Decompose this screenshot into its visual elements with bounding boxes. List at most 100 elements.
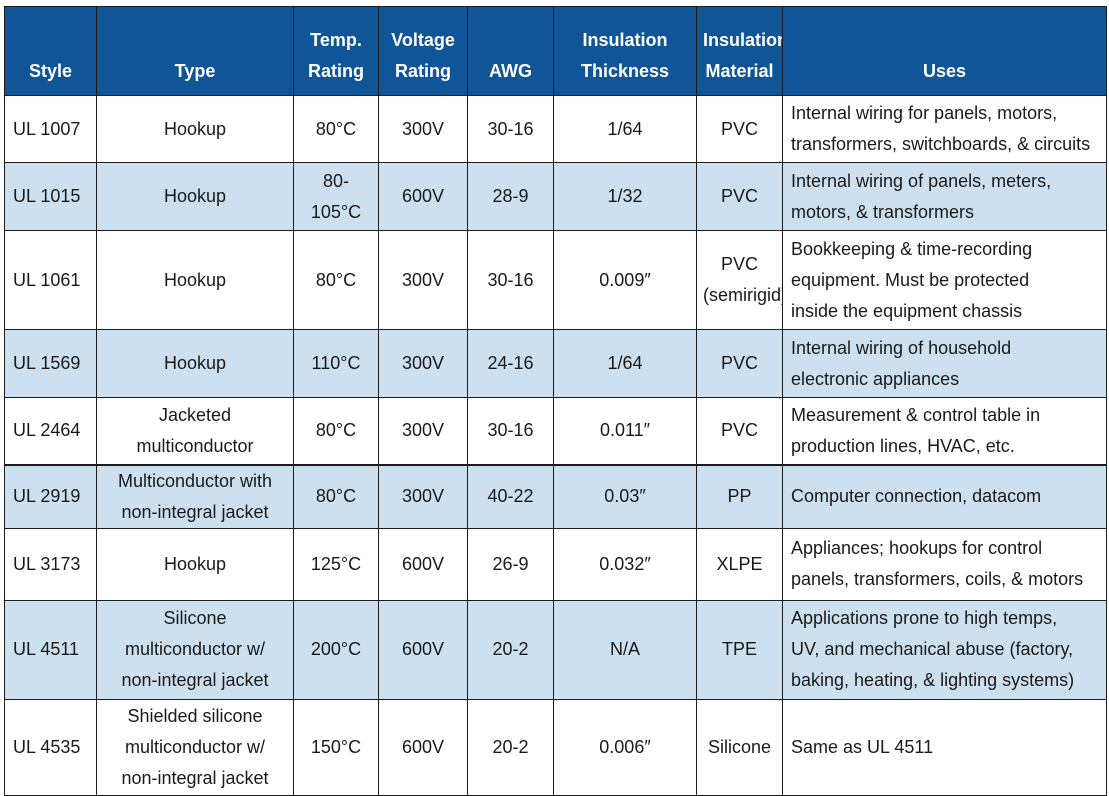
- cell-awg: 20-2: [467, 599, 554, 700]
- cell-material-line: PVC: [720, 118, 758, 139]
- cell-uses-line: baking, heating, & lighting systems): [791, 670, 1075, 690]
- cell-temp-line: 80°C: [315, 486, 357, 506]
- cell-uses: Applications prone to high temps, UV, and…: [782, 599, 1107, 700]
- cell-temp: 80°C: [293, 95, 379, 163]
- cell-material: PVC (semirigid): [696, 230, 783, 330]
- cell-type-line: multiconductor: [136, 435, 254, 456]
- cell-style: UL 4535: [4, 698, 97, 796]
- cell-awg: 40-22: [467, 463, 554, 529]
- ul-wire-spec-table: Style Type Temp. Rating Voltage Rating AWG…: [4, 6, 1107, 796]
- cell-thickness: 0.009″: [553, 230, 697, 330]
- cell-material-line: PVC: [720, 353, 758, 373]
- cell-awg: 28-9: [467, 162, 554, 231]
- cell-awg: 26-9: [467, 527, 554, 601]
- cell-temp: 125°C: [293, 527, 379, 601]
- cell-type-line: Hookup: [163, 186, 227, 206]
- cell-temp: 80- 105°C: [293, 162, 379, 231]
- cell-material: PP: [696, 463, 783, 529]
- cell-type: Shielded silicone multiconductor w/non-in…: [96, 698, 294, 796]
- header-insulation-material: Insulation Material: [696, 6, 783, 96]
- cell-type-line: Hookup: [163, 353, 227, 373]
- header-row: Style Type Temp. Rating Voltage Rating AWG…: [4, 6, 1107, 96]
- cell-type-line: Silicone: [163, 608, 227, 628]
- cell-type-line: Multiconductor with: [117, 470, 273, 491]
- cell-uses: Internal wiring of household electronic a…: [782, 329, 1107, 398]
- cell-type: Hookup: [96, 95, 294, 163]
- cell-thickness: 1/32: [553, 162, 697, 231]
- cell-material-line: PVC: [720, 254, 758, 274]
- cell-style: UL 1569: [4, 329, 97, 398]
- table-row: UL 1569 Hookup 110°C 300V 24-16 1/64 PVC Intern…: [4, 329, 1107, 398]
- cell-material-line: (semirigid): [703, 285, 783, 305]
- cell-type: Hookup: [96, 329, 294, 398]
- cell-voltage: 300V: [378, 95, 468, 163]
- cell-material: PVC: [696, 397, 783, 465]
- cell-voltage: 300V: [378, 397, 468, 465]
- cell-type-line: Jacketed: [158, 404, 232, 425]
- cell-uses-line: Applications prone to high temps,: [791, 608, 1058, 628]
- cell-uses-line: panels, transformers, coils, & motors: [791, 569, 1084, 589]
- cell-material: XLPE: [696, 527, 783, 601]
- cell-uses: Same as UL 4511: [782, 698, 1107, 796]
- cell-type-line: non-integral jacket: [121, 767, 269, 788]
- cell-voltage: 300V: [378, 230, 468, 330]
- cell-uses-line: equipment. Must be protected: [791, 269, 1030, 290]
- header-awg: AWG: [467, 6, 554, 96]
- cell-voltage: 600V: [378, 698, 468, 796]
- cell-material-line: PVC: [720, 186, 758, 206]
- cell-voltage: 600V: [378, 527, 468, 601]
- header-style: Style: [4, 6, 97, 96]
- cell-thickness: 0.006″: [553, 698, 697, 796]
- cell-uses-line: electronic appliances: [791, 368, 960, 389]
- cell-uses-line: Measurement & control table in: [791, 404, 1041, 425]
- cell-temp-line: 80°C: [315, 420, 357, 441]
- cell-material: PVC: [696, 329, 783, 398]
- cell-style: UL 1015: [4, 162, 97, 231]
- table-body: UL 1007 Hookup 80°C 300V 30-16 1/64 PVC Interna…: [4, 95, 1107, 796]
- cell-type-line: Shielded silicone: [127, 705, 263, 726]
- cell-temp: 150°C: [293, 698, 379, 796]
- cell-awg: 30-16: [467, 230, 554, 330]
- cell-uses: Computer connection, datacom: [782, 463, 1107, 529]
- table-row: UL 2919 Multiconductor with non-integral j…: [4, 463, 1107, 529]
- table-row: UL 4535 Shielded silicone multiconductor w…: [4, 698, 1107, 796]
- cell-temp-line: 110°C: [311, 353, 361, 373]
- cell-type-line: non-integral jacket: [121, 670, 269, 690]
- cell-uses: Internal wiring for panels, motors, trans…: [782, 95, 1107, 163]
- cell-voltage: 300V: [378, 463, 468, 529]
- cell-uses-line: transformers, switchboards, & circuits: [791, 134, 1091, 154]
- cell-uses: Appliances; hookups for control panels, t…: [782, 527, 1107, 601]
- cell-voltage: 300V: [378, 329, 468, 398]
- cell-type-line: non-integral jacket: [121, 501, 269, 522]
- cell-uses-line: inside the equipment chassis: [791, 300, 1023, 321]
- cell-thickness: 0.032″: [553, 527, 697, 601]
- cell-temp: 200°C: [293, 599, 379, 700]
- cell-temp-line: 200°C: [310, 639, 362, 659]
- cell-type: Hookup: [96, 162, 294, 231]
- cell-style: UL 3173: [4, 527, 97, 601]
- header-insulation-thickness: Insulation Thickness: [553, 6, 697, 96]
- cell-uses-line: Internal wiring for panels, motors,: [791, 103, 1058, 123]
- cell-style: UL 1007: [4, 95, 97, 163]
- cell-awg: 20-2: [467, 698, 554, 796]
- cell-thickness: N/A: [553, 599, 697, 700]
- cell-material-line: PVC: [720, 420, 758, 441]
- cell-type: Jacketed multiconductor: [96, 397, 294, 465]
- cell-temp-line: 80°C: [315, 269, 357, 290]
- cell-style: UL 2464: [4, 397, 97, 465]
- cell-voltage: 600V: [378, 599, 468, 700]
- cell-type: Hookup: [96, 230, 294, 330]
- cell-thickness: 0.011″: [553, 397, 697, 465]
- cell-material: Silicone: [696, 698, 783, 796]
- cell-uses-line: Same as UL 4511: [791, 736, 934, 757]
- cell-temp: 80°C: [293, 230, 379, 330]
- cell-thickness: 0.03″: [553, 463, 697, 529]
- cell-uses-line: Bookkeeping & time-recording: [791, 238, 1033, 259]
- cell-type-line: Hookup: [163, 553, 227, 574]
- cell-uses-line: motors, & transformers: [791, 201, 975, 222]
- cell-uses-line: Appliances; hookups for control: [791, 538, 1043, 558]
- cell-material: PVC: [696, 162, 783, 231]
- cell-uses: Internal wiring of panels, meters, motors…: [782, 162, 1107, 231]
- cell-temp-line: 80-: [322, 170, 349, 191]
- cell-type: Silicone multiconductor w/non-integral ja…: [96, 599, 294, 700]
